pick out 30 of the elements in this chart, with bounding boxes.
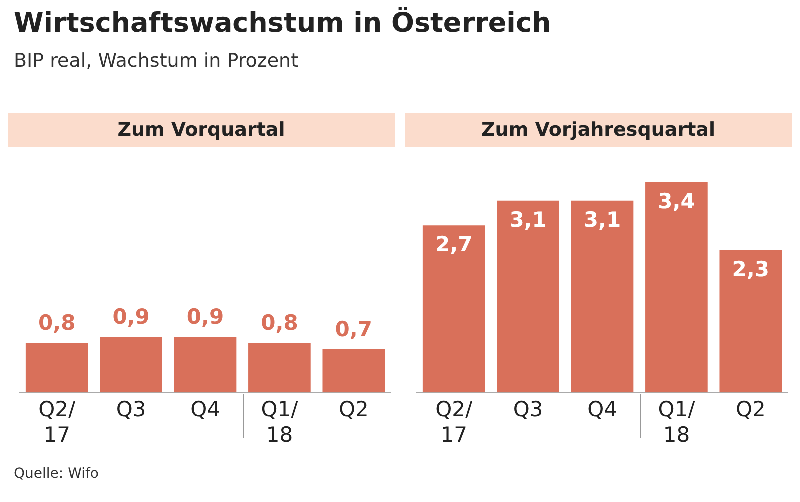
chart-title: Zum Vorquartal <box>8 113 395 147</box>
bar <box>571 200 634 393</box>
x-tick-label: Q2/ 17 <box>38 398 77 447</box>
bar <box>497 200 560 393</box>
x-tick-label: Q2 <box>338 398 369 422</box>
x-tick-label: Q1/ 18 <box>261 398 300 447</box>
data-label: 0,8 <box>261 311 298 336</box>
x-tick-label: Q3 <box>116 398 146 422</box>
data-label: 3,1 <box>510 208 547 232</box>
text: Wirtschaftswachstum in Österreich <box>14 8 552 39</box>
x-tick-label: Q4 <box>588 398 618 422</box>
data-label: 2,3 <box>732 257 770 282</box>
x-tick-label: Q1/ 18 <box>658 398 696 447</box>
x-tick-label: Q2/ 17 <box>436 398 474 447</box>
source-note: Quelle: Wifo <box>14 466 99 482</box>
bar <box>646 182 708 393</box>
text: BIP real, Wachstum in Prozent <box>14 50 299 72</box>
data-label: 0,8 <box>38 311 76 336</box>
chart-title: Zum Vorjahresquartal <box>405 113 792 147</box>
bar <box>422 226 486 393</box>
x-tick-label: Q4 <box>190 398 220 422</box>
x-tick-label: Q3 <box>513 398 544 422</box>
bar <box>720 250 782 393</box>
data-label: 0,9 <box>186 304 224 329</box>
x-tick-label: Q2 <box>736 398 766 422</box>
data-label: 0,7 <box>335 317 372 342</box>
data-label: 3,1 <box>584 208 622 232</box>
data-label: 2,7 <box>436 232 473 257</box>
data-label: 3,4 <box>658 189 696 214</box>
data-label: 0,9 <box>112 304 150 329</box>
